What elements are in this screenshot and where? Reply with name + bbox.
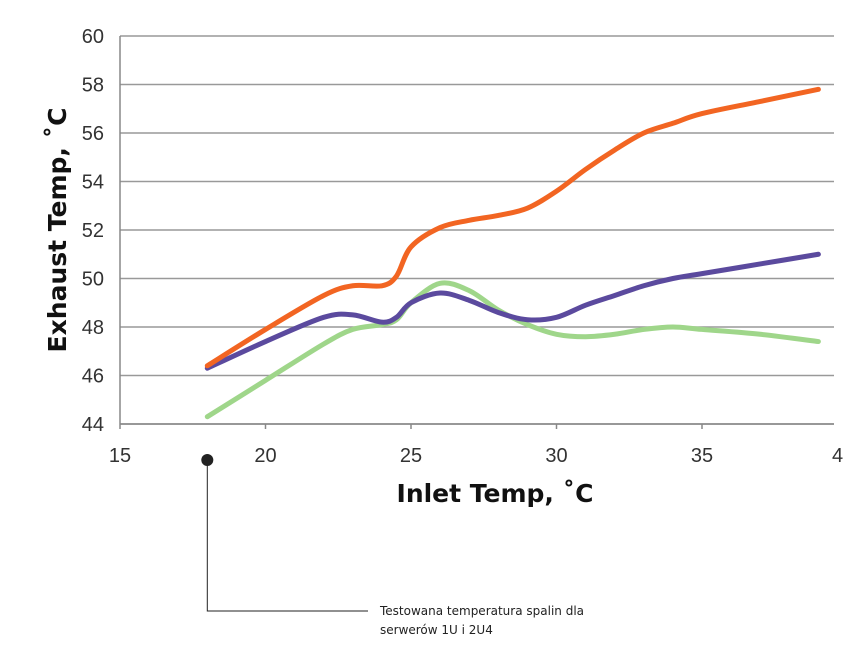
y-tick-label: 52 [82,220,104,242]
y-tick-label: 50 [82,269,104,291]
annotation-leader-line [206,460,368,612]
x-tick-label: 15 [109,445,131,467]
x-tick-label: 25 [400,445,422,467]
x-tick-label: 20 [254,445,276,467]
y-tick-label: 54 [82,172,104,194]
x-tick-label: 4 [832,445,843,467]
x-tick-label: 35 [691,445,713,467]
series-line-purple [204,251,821,371]
y-tick-label: 56 [82,123,104,145]
x-tick-label: 30 [545,445,567,467]
series-line-green [204,280,821,420]
y-tick-label: 46 [82,366,104,388]
series-line-orange [204,86,821,369]
annotation-text: Testowana temperatura spalin dla serweró… [380,604,585,637]
y-tick-label: 48 [82,317,104,339]
y-tick-label: 44 [82,414,104,436]
x-axis-label: Inlet Temp, ˚C [397,479,594,508]
y-tick-label: 58 [82,75,104,97]
y-tick-label: 60 [82,26,104,48]
y-axis-label: Exhaust Temp, ˚C [43,108,72,353]
